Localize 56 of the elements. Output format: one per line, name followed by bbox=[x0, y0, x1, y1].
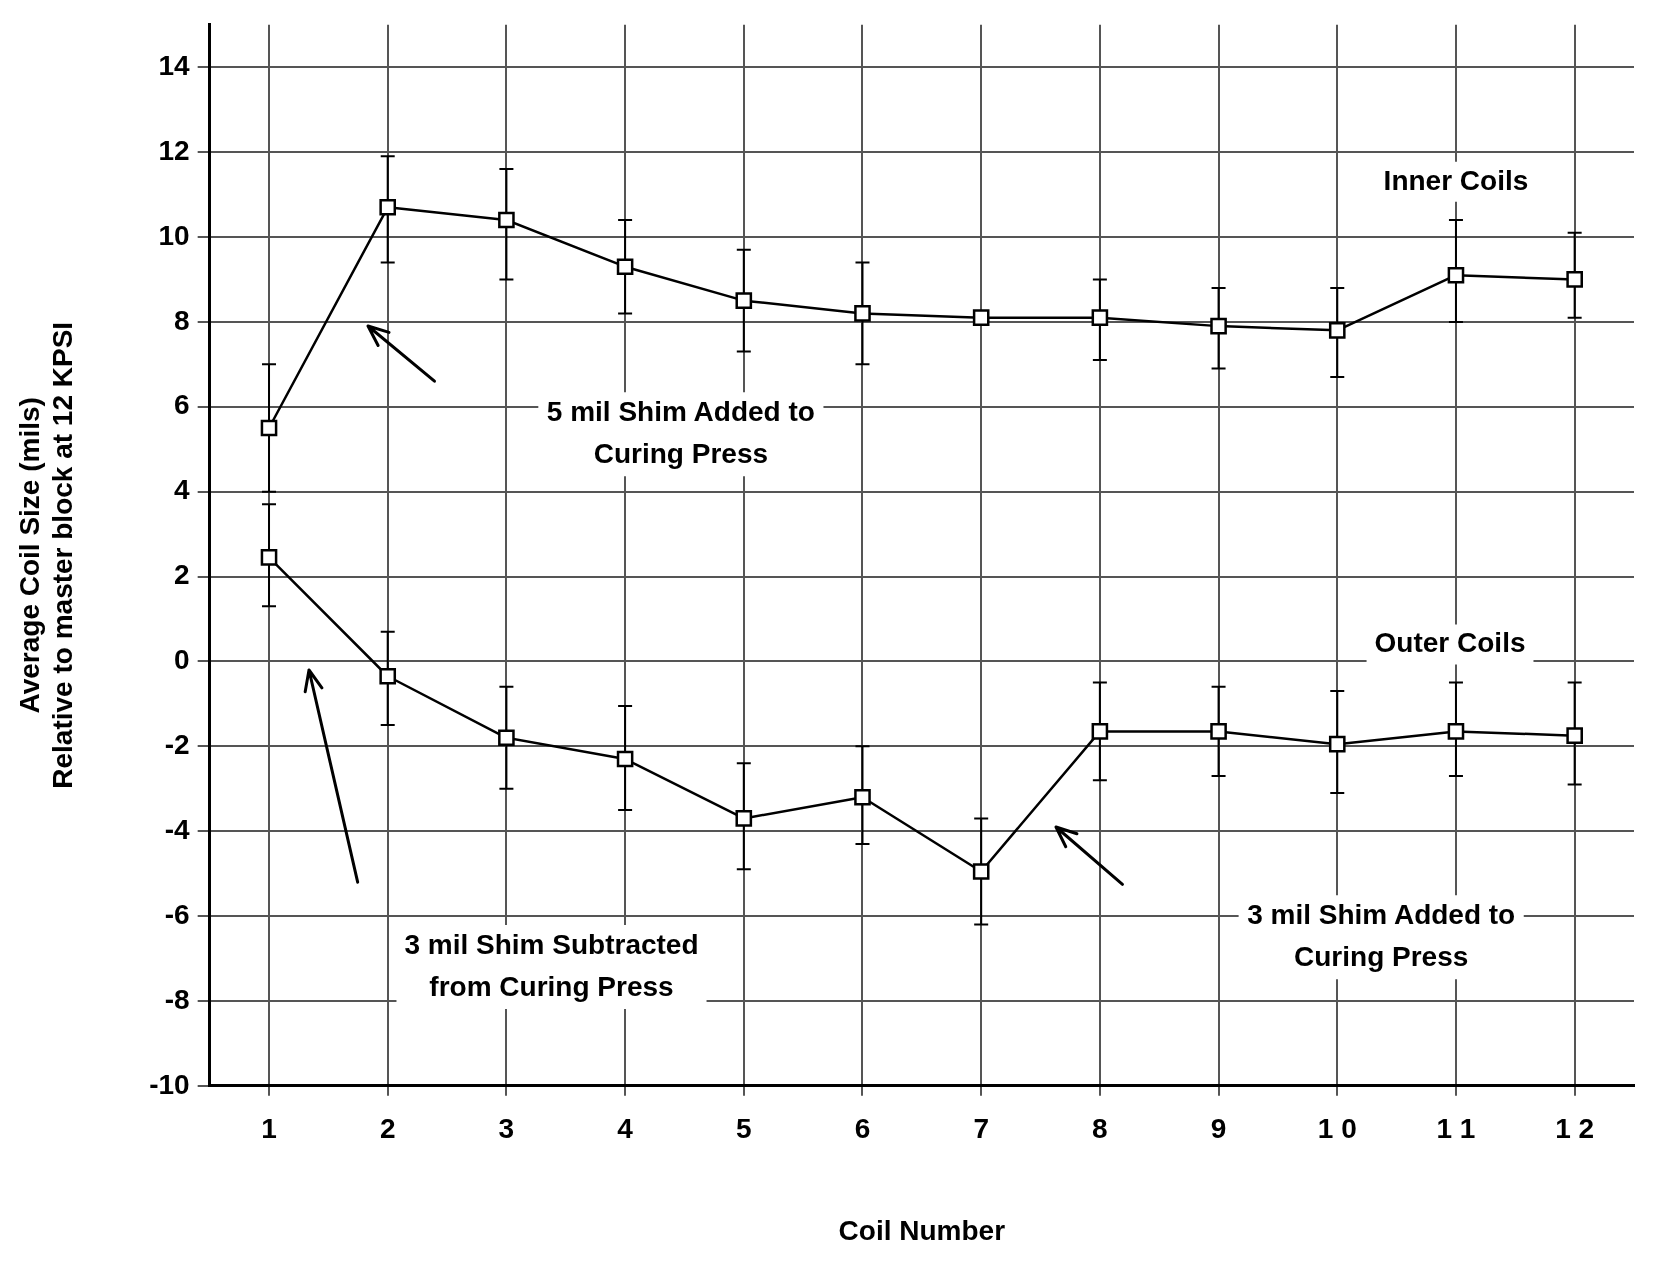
point bbox=[735, 292, 753, 309]
y-tick-label: 2 bbox=[174, 559, 190, 591]
point bbox=[260, 549, 278, 566]
y-tick-label: -10 bbox=[149, 1068, 190, 1100]
y-tick-label: 14 bbox=[158, 49, 191, 81]
point bbox=[498, 211, 515, 229]
x-axis-title: Coil Number bbox=[838, 1214, 1006, 1246]
x-tick-label: 3 bbox=[498, 1113, 515, 1145]
y-tick-label: -8 bbox=[164, 983, 190, 1015]
y-tick-label: 0 bbox=[174, 644, 190, 676]
point bbox=[616, 750, 634, 768]
point bbox=[854, 788, 871, 806]
point bbox=[1447, 266, 1465, 284]
x-tick-label: 1 2 bbox=[1555, 1113, 1595, 1145]
y-tick-label: 4 bbox=[174, 474, 191, 506]
point bbox=[379, 667, 397, 685]
point bbox=[972, 863, 990, 880]
x-tick-label: 9 bbox=[1210, 1113, 1227, 1145]
point bbox=[1328, 322, 1346, 339]
point bbox=[1091, 309, 1109, 326]
point bbox=[1328, 735, 1346, 753]
point bbox=[260, 419, 278, 437]
y-tick-label: -4 bbox=[164, 813, 191, 845]
point bbox=[616, 258, 634, 276]
point bbox=[498, 729, 515, 747]
x-tick-label: 2 bbox=[379, 1113, 396, 1145]
point bbox=[1447, 723, 1465, 740]
point bbox=[379, 198, 397, 216]
y-tick-label: -6 bbox=[164, 898, 190, 930]
point bbox=[1566, 727, 1583, 744]
annotation: 3 mil Shim Added to Curing Press bbox=[1247, 898, 1516, 972]
point bbox=[1091, 723, 1109, 740]
text: Inner Coils bbox=[1383, 164, 1529, 196]
x-tick-label: 8 bbox=[1092, 1113, 1108, 1145]
y-tick-label: 10 bbox=[158, 219, 190, 251]
y-tick-label: 8 bbox=[174, 304, 190, 336]
x-tick-label: 7 bbox=[973, 1113, 989, 1145]
x-tick-label: 6 bbox=[854, 1113, 871, 1145]
point bbox=[1210, 317, 1227, 335]
x-tick-label: 1 bbox=[261, 1113, 277, 1145]
annotation: 3 mil Shim Subtracted from Curing Press bbox=[404, 928, 699, 1002]
y-axis-title: Average Coil Size (mils) Relative to master block at 12 KPSI bbox=[13, 321, 79, 789]
point bbox=[1210, 723, 1227, 740]
point bbox=[972, 309, 990, 326]
point bbox=[735, 810, 753, 827]
y-tick-label: 6 bbox=[174, 389, 190, 421]
x-tick-label: 1 0 bbox=[1317, 1113, 1357, 1145]
x-tick-label: 4 bbox=[617, 1113, 634, 1145]
y-tick-label: -2 bbox=[164, 729, 190, 760]
x-tick-label: 1 1 bbox=[1436, 1113, 1476, 1145]
y-tick-label: 12 bbox=[158, 134, 190, 166]
text: Outer Coils bbox=[1374, 627, 1526, 659]
point bbox=[854, 305, 871, 322]
x-tick-label: 5 bbox=[736, 1113, 752, 1145]
point bbox=[1566, 271, 1583, 288]
annotation: 5 mil Shim Added to Curing Press bbox=[546, 396, 815, 470]
